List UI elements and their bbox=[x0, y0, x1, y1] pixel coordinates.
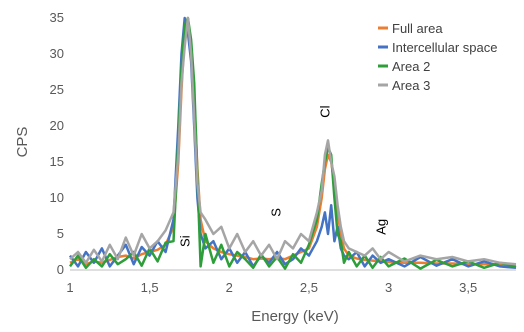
y-tick-label: 0 bbox=[57, 262, 64, 277]
x-tick-label: 1,5 bbox=[141, 280, 159, 295]
peak-label-ag: Ag bbox=[373, 219, 388, 235]
series-line-area-2 bbox=[68, 16, 517, 270]
x-tick-label: 3,5 bbox=[459, 280, 477, 295]
peak-label-si: Si bbox=[177, 235, 192, 247]
y-axis-title: CPS bbox=[14, 127, 31, 158]
peak-label-cl: Cl bbox=[318, 105, 333, 117]
peak-annotations: Si S Cl Ag bbox=[177, 105, 388, 247]
y-tick-label: 25 bbox=[50, 82, 64, 97]
x-tick-label: 1 bbox=[66, 280, 73, 295]
x-axis-title: Energy (keV) bbox=[251, 308, 339, 325]
x-tick-label: 2,5 bbox=[300, 280, 318, 295]
legend-label: Area 3 bbox=[392, 78, 430, 93]
y-tick-label: 30 bbox=[50, 46, 64, 61]
legend: Full area Intercellular space Area 2 Area 3 bbox=[378, 21, 498, 93]
y-tick-label: 10 bbox=[50, 190, 64, 205]
y-tick-label: 20 bbox=[50, 118, 64, 133]
y-tick-label: 35 bbox=[50, 10, 64, 25]
series-lines bbox=[68, 16, 517, 270]
y-tick-label: 15 bbox=[50, 154, 64, 169]
y-tick-label: 5 bbox=[57, 226, 64, 241]
axes: 0 5 10 15 20 25 30 35 1 1,5 2 2,5 3 3,5 bbox=[50, 10, 516, 295]
series-line-area-3 bbox=[69, 16, 517, 266]
peak-label-s: S bbox=[268, 208, 283, 217]
x-tick-label: 2 bbox=[226, 280, 233, 295]
series-line-intercellular-space bbox=[68, 16, 517, 270]
legend-label: Intercellular space bbox=[392, 40, 498, 55]
series-line-full-area bbox=[69, 16, 517, 267]
legend-label: Area 2 bbox=[392, 59, 430, 74]
x-tick-label: 3 bbox=[385, 280, 392, 295]
legend-label: Full area bbox=[392, 21, 443, 36]
